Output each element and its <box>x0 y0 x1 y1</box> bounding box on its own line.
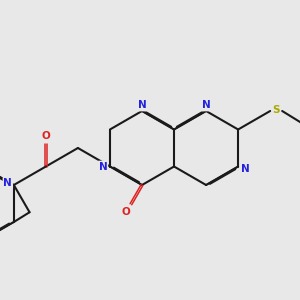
Text: N: N <box>99 161 107 172</box>
Text: N: N <box>4 178 12 188</box>
Text: N: N <box>202 100 211 110</box>
Text: N: N <box>241 164 250 173</box>
Text: N: N <box>138 100 146 110</box>
Text: S: S <box>272 105 280 115</box>
Text: O: O <box>122 207 130 217</box>
Text: O: O <box>41 131 50 141</box>
